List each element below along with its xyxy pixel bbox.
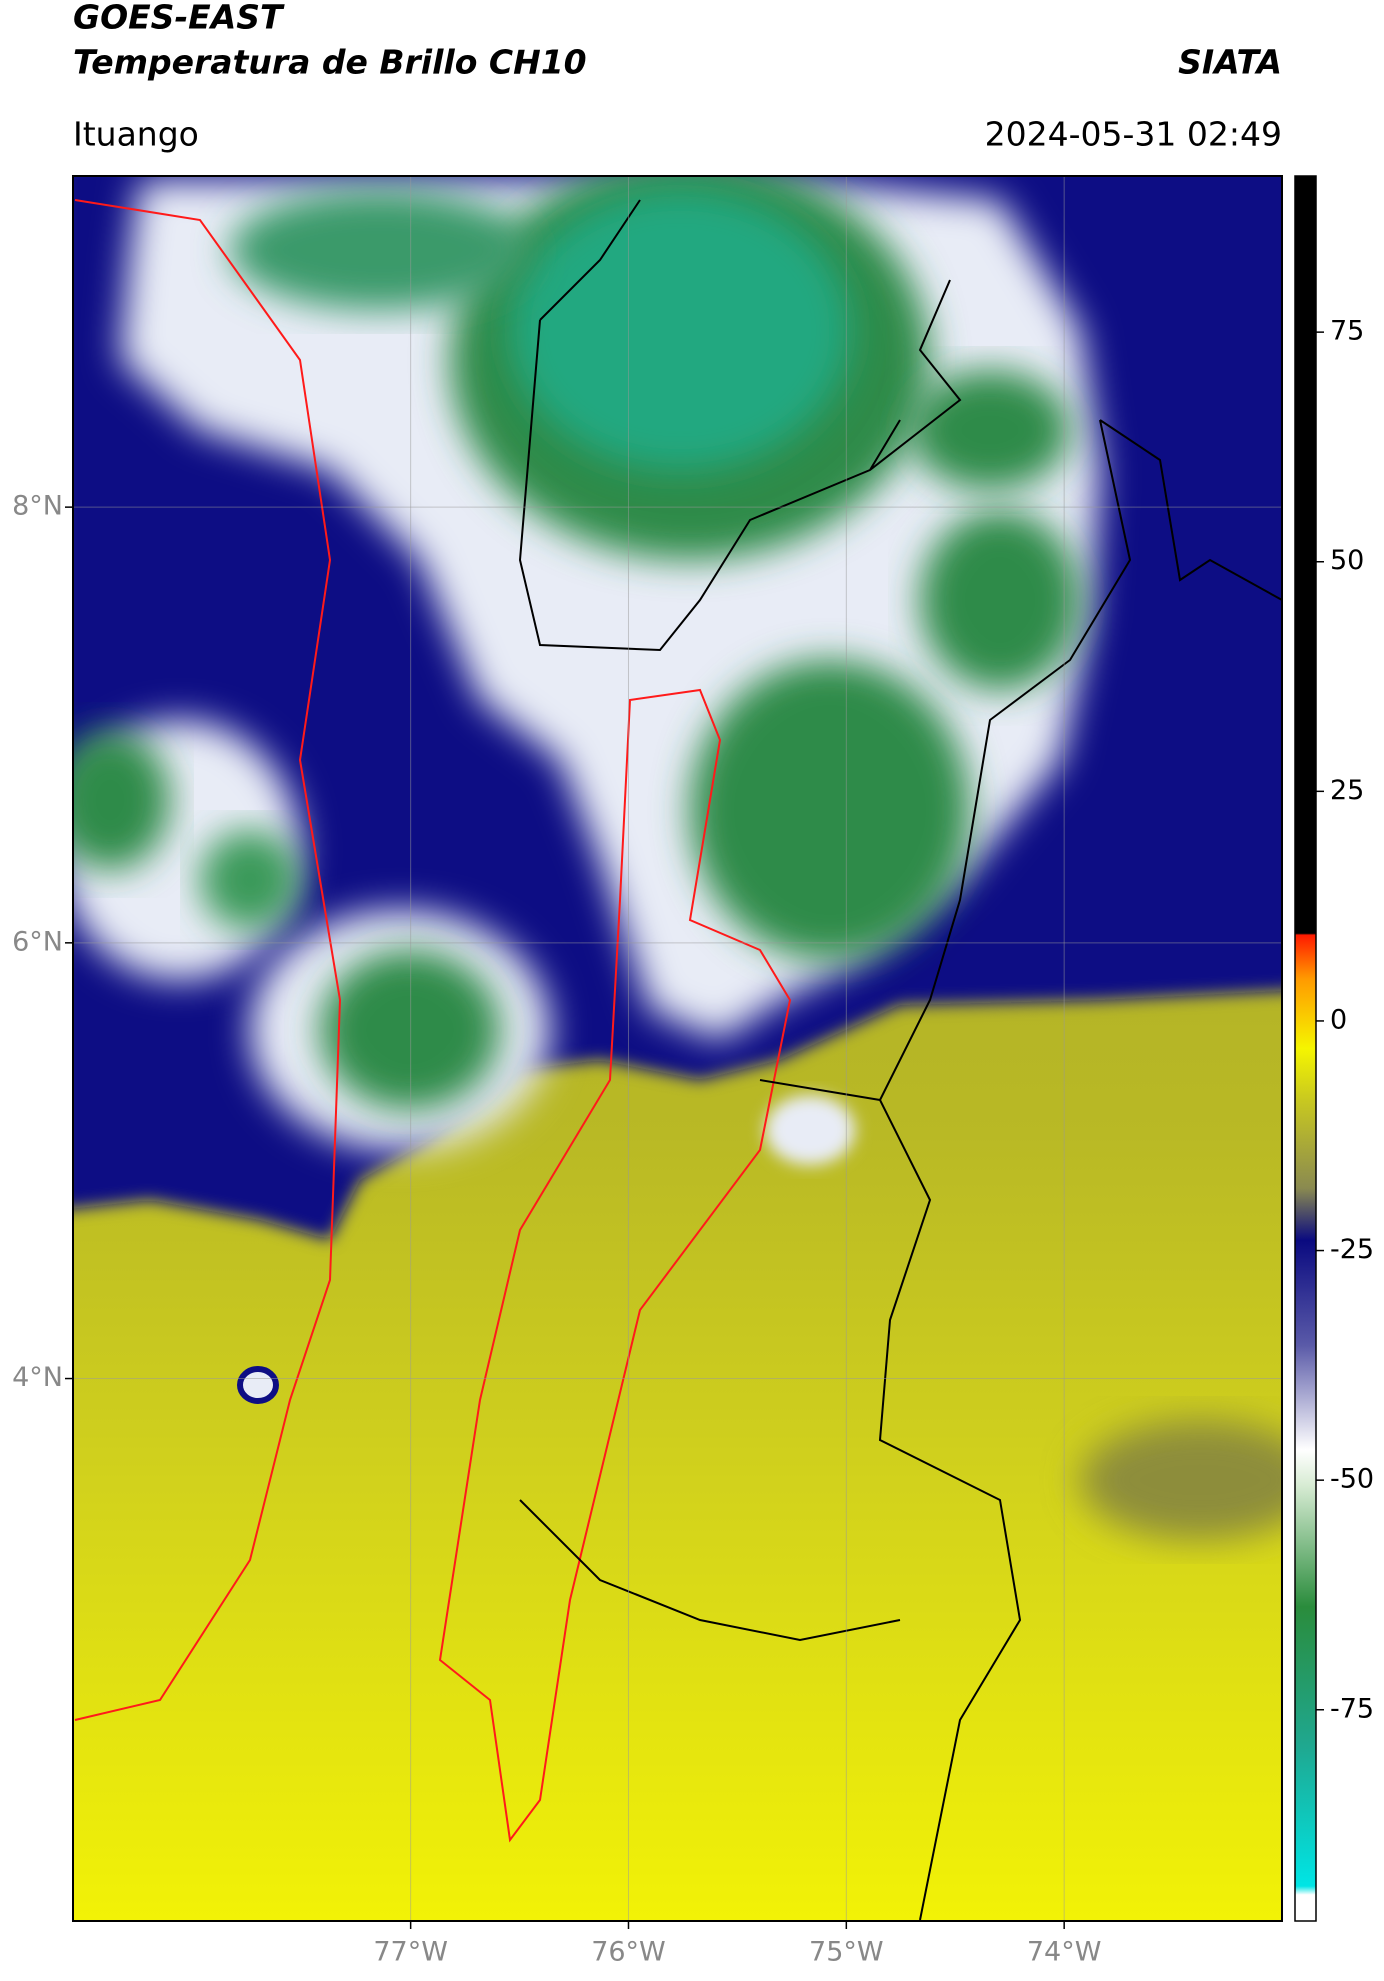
x-tick-label: 77°W	[373, 1937, 448, 1968]
cold-top	[910, 370, 1070, 490]
colorbar-tick-label: -25	[1330, 1234, 1374, 1265]
olive-patch	[1080, 1420, 1282, 1540]
brand: SIATA	[1178, 43, 1282, 82]
satellite-image	[73, 176, 1282, 1921]
colorbar	[1294, 175, 1317, 1922]
colorbar-tick-label: 25	[1330, 775, 1364, 806]
x-tick-label: 75°W	[809, 1937, 884, 1968]
cold-top	[200, 830, 300, 930]
title: GOES-EAST	[73, 0, 285, 37]
y-tick-label: 8°N	[12, 491, 63, 522]
colorbar-tick-label: -75	[1330, 1693, 1374, 1724]
cold-top	[230, 190, 530, 310]
coldest-top	[510, 190, 850, 470]
cold-top	[320, 950, 500, 1110]
cloud-cell	[237, 1366, 279, 1404]
datetime: 2024-05-31 02:49	[985, 115, 1282, 154]
colorbar-tick-label: 50	[1330, 545, 1364, 576]
y-tick-label: 4°N	[12, 1362, 63, 1393]
colorbar-tick-label: 0	[1330, 1004, 1347, 1035]
subtitle: Temperatura de Brillo CH10	[73, 43, 587, 82]
y-tick-label: 6°N	[12, 926, 63, 957]
colorbar-tick-label: 75	[1330, 316, 1364, 347]
cloud-halo	[765, 1095, 855, 1165]
colorbar-tick-label: -50	[1330, 1464, 1374, 1495]
admin-border	[518, 199, 1282, 1921]
graticule	[73, 176, 1282, 1921]
x-tick-label: 76°W	[591, 1937, 666, 1968]
cold-top	[73, 730, 170, 870]
department-border	[438, 688, 792, 1843]
location: Ituango	[73, 115, 199, 154]
cold-top	[920, 510, 1080, 690]
cold-top	[690, 660, 970, 960]
map-frame	[72, 175, 1283, 1922]
x-tick-label: 74°W	[1027, 1937, 1102, 1968]
coastline	[74, 199, 342, 1721]
